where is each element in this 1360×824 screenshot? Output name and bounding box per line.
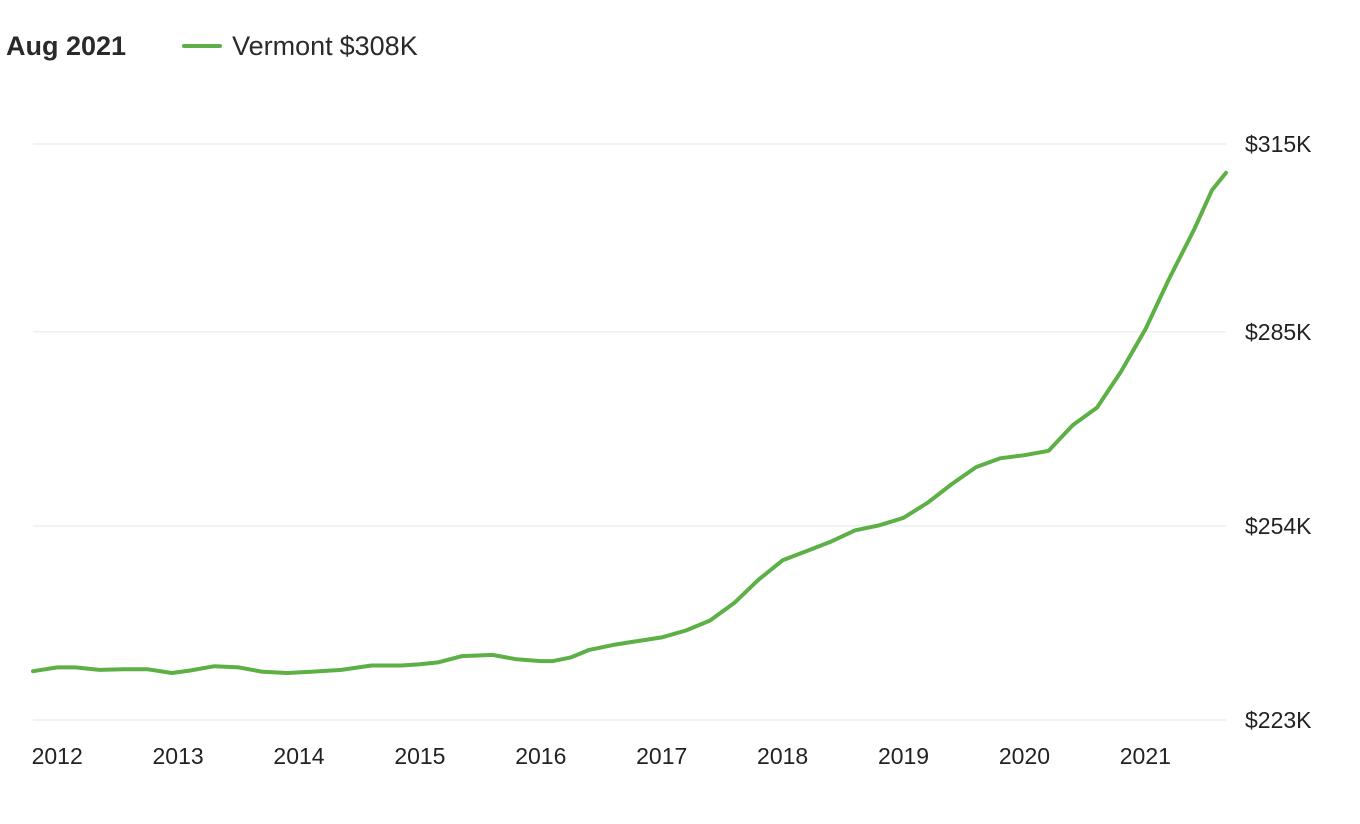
x-tick-label: 2018 [757, 743, 808, 769]
x-axis-ticks: 2012 2013 2014 2015 2016 2017 2018 2019 2020 2021 [32, 743, 1171, 769]
x-tick-label: 2012 [32, 743, 83, 769]
legend-series-value: $308K [339, 30, 418, 61]
x-tick-label: 2019 [878, 743, 929, 769]
chart-header: Aug 2021 Vermont $308K [6, 26, 418, 66]
legend-series-name: Vermont [232, 30, 333, 61]
legend: Vermont $308K [182, 31, 418, 62]
y-tick-label: $285K [1245, 319, 1312, 345]
x-tick-label: 2015 [394, 743, 445, 769]
current-period-label: Aug 2021 [6, 30, 127, 61]
y-tick-label: $223K [1245, 707, 1312, 733]
x-tick-label: 2017 [636, 743, 687, 769]
y-axis-ticks: $315K $285K $254K $223K [1245, 131, 1312, 733]
x-tick-label: 2014 [273, 743, 324, 769]
x-tick-label: 2021 [1120, 743, 1171, 769]
series-layer [31, 170, 1228, 675]
gridlines [33, 143, 1226, 721]
x-tick-label: 2020 [999, 743, 1050, 769]
legend-swatch [182, 44, 223, 48]
series-line-vermont[interactable] [31, 170, 1228, 675]
x-tick-label: 2016 [515, 743, 566, 769]
y-tick-label: $254K [1245, 513, 1312, 539]
x-tick-label: 2013 [153, 743, 204, 769]
y-tick-label: $315K [1245, 131, 1312, 157]
